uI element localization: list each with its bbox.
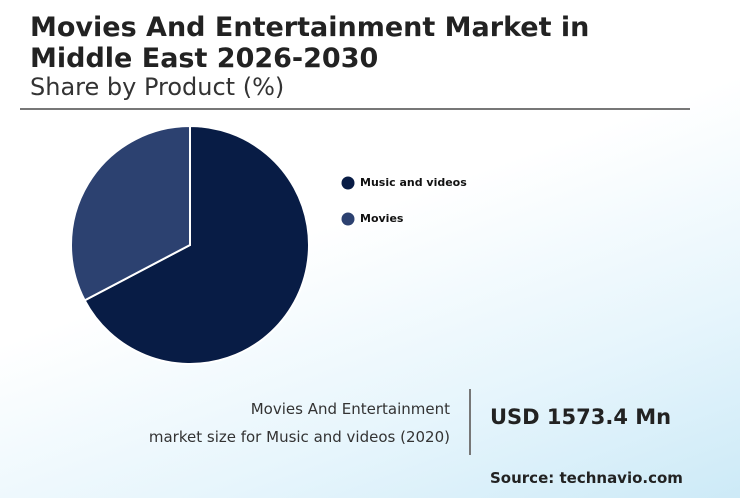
divider — [469, 389, 471, 455]
callout-label: market size for Music and videos (2020) — [148, 428, 450, 446]
source: Source: technavio.com — [490, 469, 683, 487]
pie-slice — [70, 124, 191, 302]
callout-value: USD 1573.4 Mn — [490, 405, 672, 429]
pie-slice — [83, 124, 310, 365]
subtitle: Share by Product (%) — [30, 73, 285, 101]
title: Movies And Entertainment Market in Middl… — [30, 12, 590, 74]
legend-label: Movies — [360, 212, 404, 225]
callout-label: Movies And Entertainment — [250, 400, 450, 418]
legend-marker — [341, 212, 355, 226]
legend-marker — [341, 176, 355, 190]
divider — [20, 108, 690, 110]
legend-label: Music and videos — [360, 176, 467, 189]
